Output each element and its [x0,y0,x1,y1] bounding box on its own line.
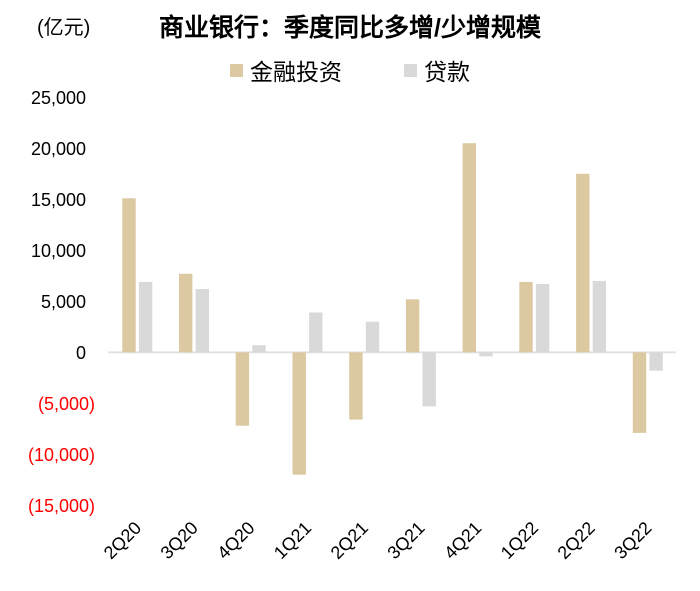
y-axis-unit-label: (亿元) [37,17,91,39]
y-tick-label: 10,000 [31,241,86,261]
bar-financial-investment-4Q21 [462,143,476,353]
bar-loans-1Q21 [309,312,323,353]
x-tick-label: 2Q21 [327,518,372,563]
bar-financial-investment-3Q21 [405,299,420,353]
bar-financial-investment-3Q20 [179,273,193,353]
bar-loans-4Q20 [252,345,266,353]
y-tick-label: 20,000 [31,139,86,159]
x-tick-label: 3Q22 [610,518,655,563]
legend-item-financial-investment: 金融投资 [230,53,342,87]
bar-financial-investment-1Q22 [519,281,533,353]
bar-loans-2Q21 [365,321,380,353]
bar-financial-investment-2Q20 [122,198,136,353]
bar-loans-3Q20 [195,289,209,353]
bar-loans-3Q22 [649,352,663,371]
y-tick-label: 0 [76,343,86,363]
x-tick-label: 1Q22 [497,518,542,563]
bar-financial-investment-2Q21 [349,352,363,420]
x-tick-label: 4Q21 [440,518,485,563]
x-tick-label: 3Q21 [383,518,428,563]
y-tick-label: (10,000) [28,445,95,465]
x-tick-label: 3Q20 [157,518,202,563]
bar-loans-1Q22 [535,284,550,353]
x-tick-label: 1Q21 [270,518,315,563]
bar-financial-investment-4Q20 [235,352,250,426]
x-tick-label: 2Q22 [554,518,599,563]
y-tick-label: (5,000) [38,394,95,414]
x-tick-label: 4Q20 [213,518,258,563]
bar-financial-investment-1Q21 [292,352,306,475]
legend-label-loans: 贷款 [424,59,470,85]
legend-swatch-financial-investment-icon [230,63,243,77]
legend-swatch-loans-icon [404,63,417,77]
chart-title: 商业银行：季度同比多增/少增规模 [159,14,541,42]
y-tick-label: 15,000 [31,190,86,210]
y-tick-label: 5,000 [41,292,86,312]
bar-loans-2Q20 [138,281,153,353]
bar-loans-4Q21 [479,352,493,357]
bar-financial-investment-3Q22 [632,352,647,433]
legend-item-loans: 贷款 [404,53,470,87]
y-tick-label: 25,000 [31,88,86,108]
bar-financial-investment-2Q22 [576,173,590,353]
chart-legend: 金融投资 贷款 [0,53,700,87]
bar-loans-3Q21 [422,352,436,407]
legend-label-financial-investment: 金融投资 [250,59,342,85]
bar-loans-2Q22 [592,280,607,353]
x-tick-label: 2Q20 [100,518,145,563]
y-tick-label: (15,000) [28,496,95,516]
